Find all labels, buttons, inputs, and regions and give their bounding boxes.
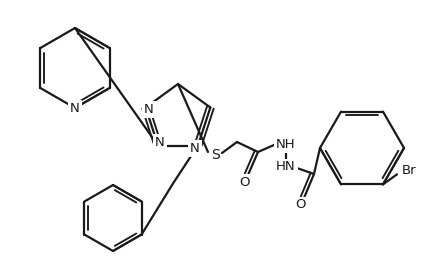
Text: N: N [70,102,80,114]
Text: N: N [190,142,200,155]
Text: N: N [144,103,153,116]
Text: O: O [296,198,306,211]
Text: NH: NH [276,139,296,151]
Text: Br: Br [402,164,416,177]
Text: O: O [240,176,250,188]
Text: S: S [211,148,219,162]
Text: HN: HN [276,160,296,174]
Text: N: N [155,136,165,149]
